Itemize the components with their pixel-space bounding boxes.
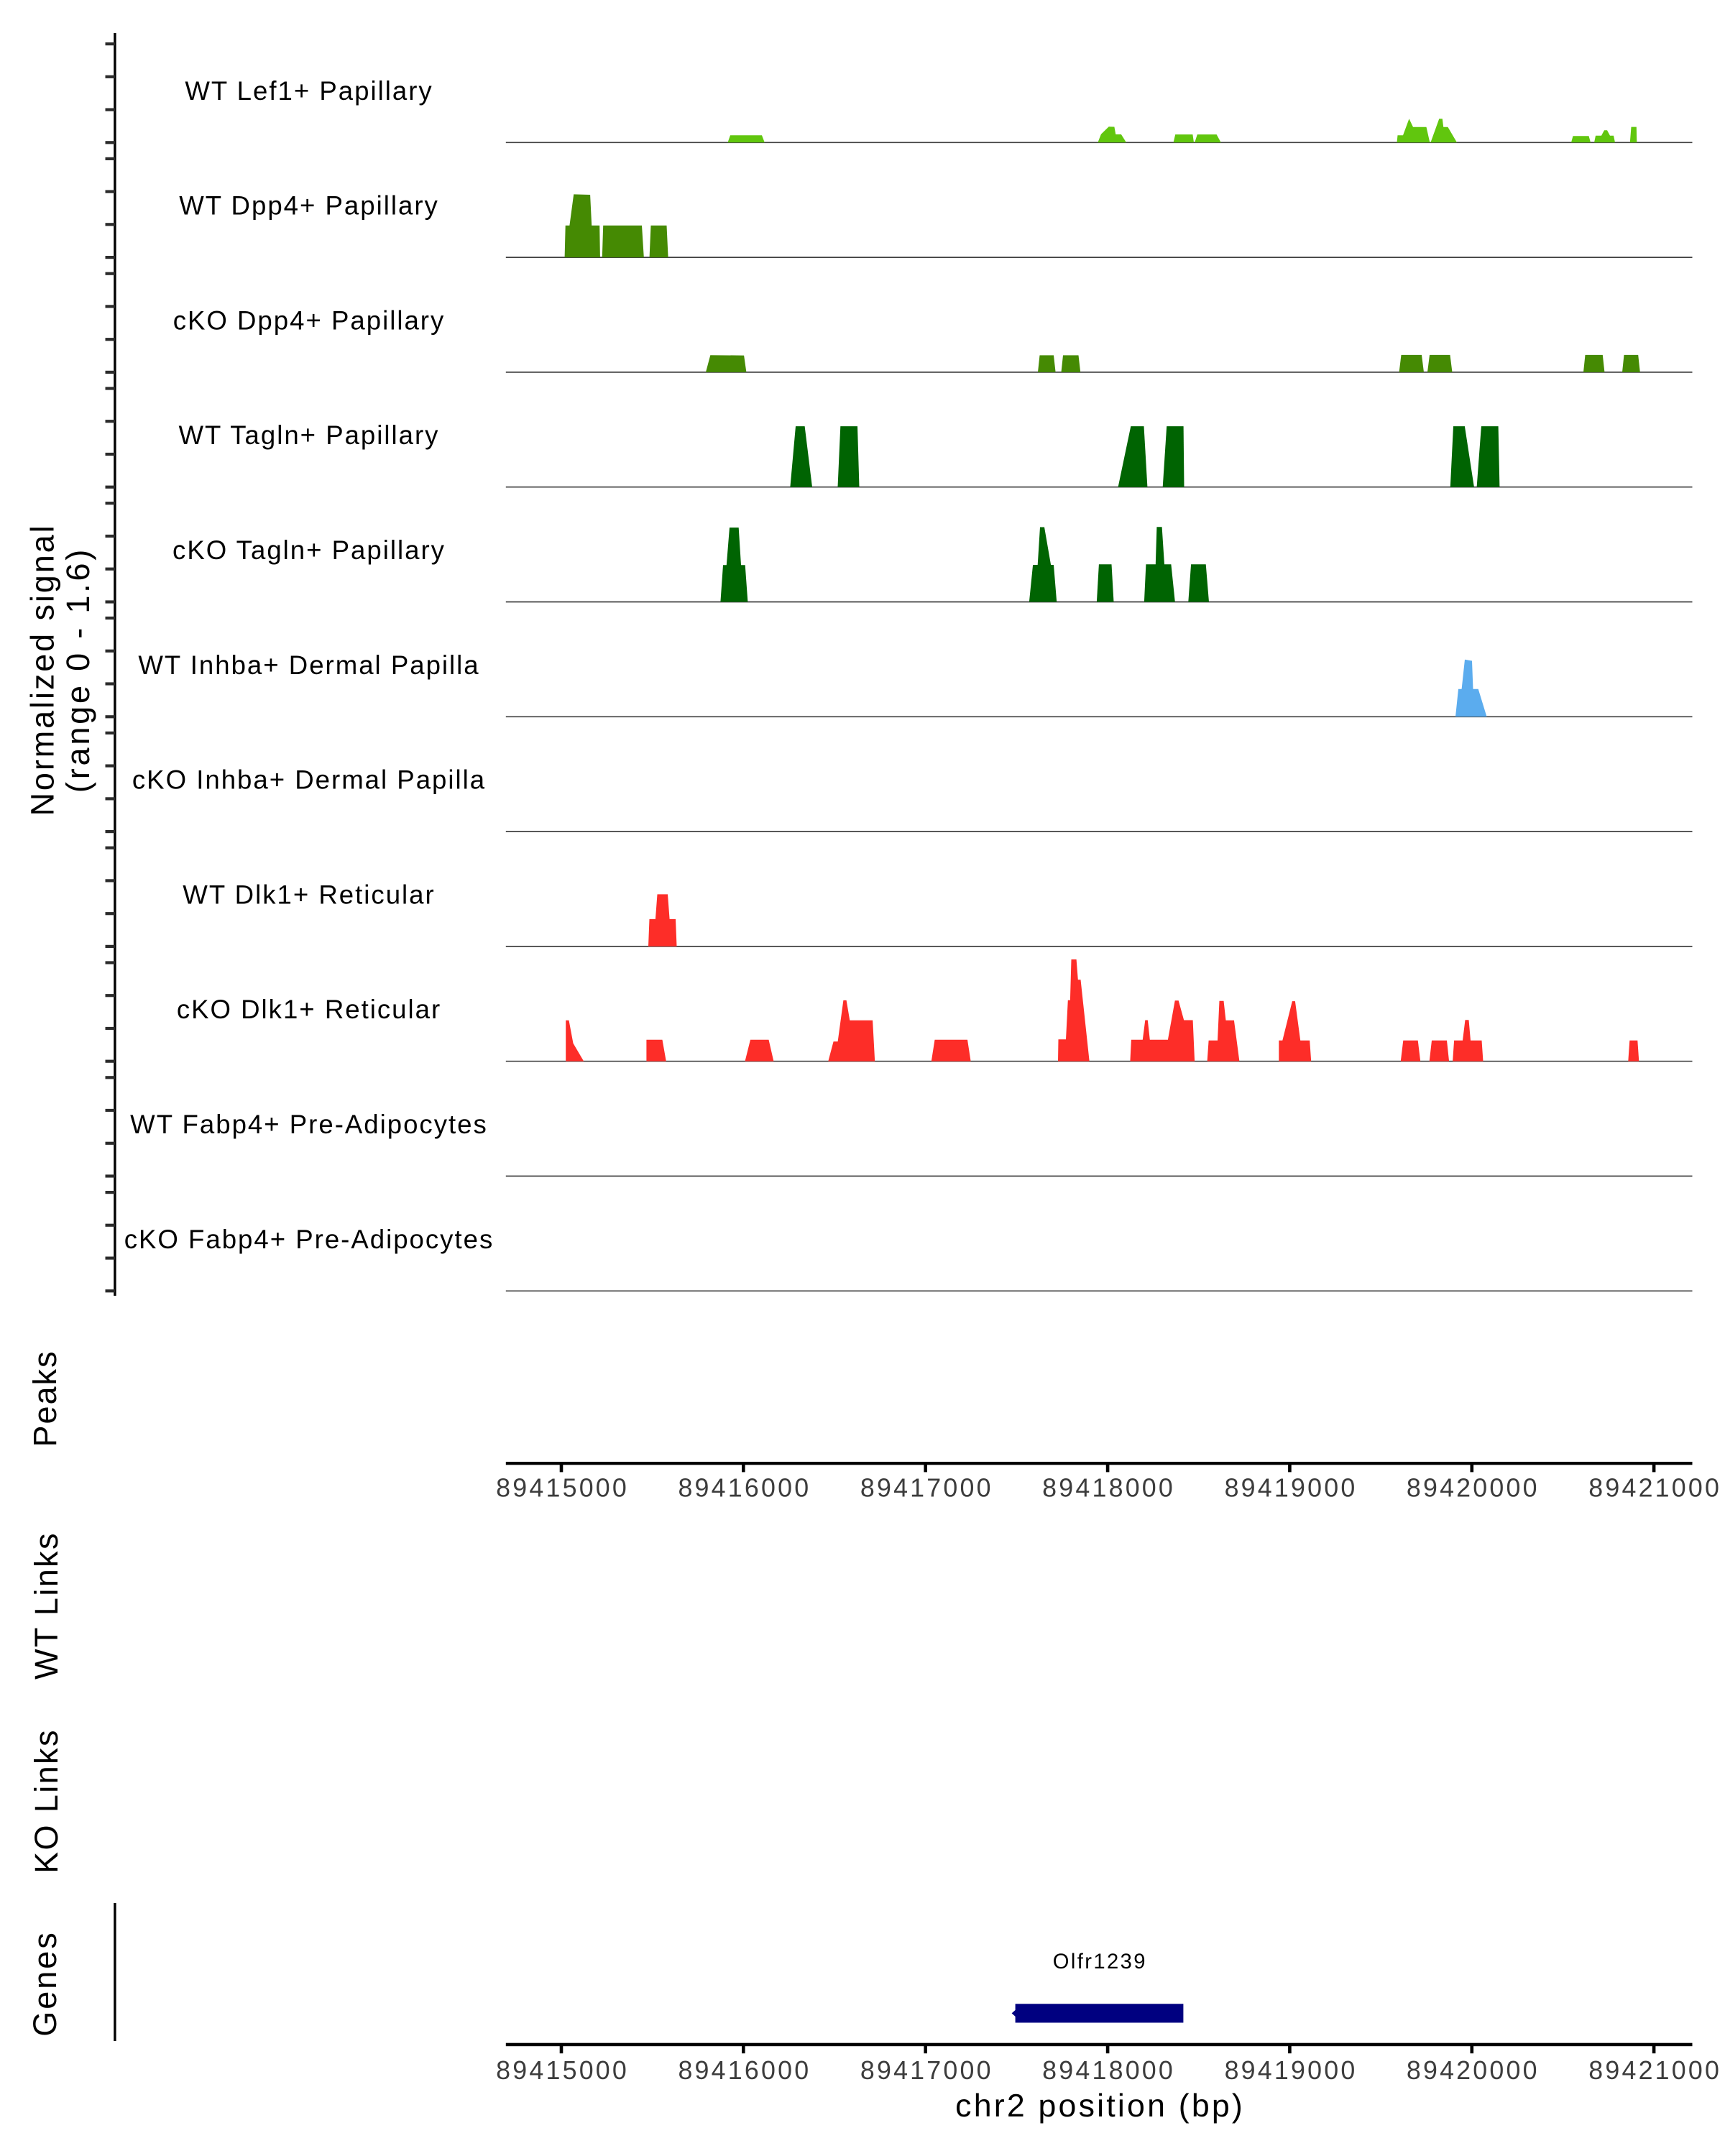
svg-text:89419000: 89419000	[1225, 2056, 1358, 2085]
svg-text:89417000: 89417000	[860, 2056, 993, 2085]
svg-text:89416000: 89416000	[678, 2056, 811, 2085]
svg-text:(range 0 - 1.6): (range 0 - 1.6)	[60, 547, 96, 793]
svg-text:Genes: Genes	[27, 1930, 63, 2037]
svg-text:WT Fabp4+ Pre-Adipocytes: WT Fabp4+ Pre-Adipocytes	[130, 1110, 488, 1139]
svg-text:WT Dlk1+ Reticular: WT Dlk1+ Reticular	[183, 880, 435, 909]
svg-text:WT Links: WT Links	[28, 1531, 65, 1680]
svg-text:chr2 position (bp): chr2 position (bp)	[955, 2088, 1245, 2124]
svg-text:cKO Tagln+ Papillary: cKO Tagln+ Papillary	[172, 535, 446, 565]
svg-text:WT Tagln+ Papillary: WT Tagln+ Papillary	[179, 420, 440, 450]
svg-text:Normalized signal: Normalized signal	[24, 524, 61, 816]
svg-text:cKO Dpp4+ Papillary: cKO Dpp4+ Papillary	[173, 305, 446, 335]
svg-text:89421000: 89421000	[1588, 2056, 1721, 2085]
svg-text:89418000: 89418000	[1042, 2056, 1175, 2085]
svg-text:89415000: 89415000	[496, 2056, 629, 2085]
svg-text:89419000: 89419000	[1225, 1474, 1358, 1503]
svg-text:cKO Dlk1+ Reticular: cKO Dlk1+ Reticular	[177, 995, 441, 1024]
svg-text:WT Inhba+ Dermal Papilla: WT Inhba+ Dermal Papilla	[138, 650, 479, 680]
svg-text:89420000: 89420000	[1407, 1474, 1540, 1503]
svg-text:KO Links: KO Links	[28, 1728, 65, 1874]
svg-text:89416000: 89416000	[678, 1474, 811, 1503]
svg-text:89420000: 89420000	[1407, 2056, 1540, 2085]
svg-text:Olfr1239: Olfr1239	[1053, 1950, 1147, 1973]
svg-text:cKO Fabp4+ Pre-Adipocytes: cKO Fabp4+ Pre-Adipocytes	[124, 1225, 494, 1254]
svg-text:WT Dpp4+ Papillary: WT Dpp4+ Papillary	[179, 191, 439, 221]
svg-text:Peaks: Peaks	[27, 1350, 63, 1447]
svg-text:WT Lef1+ Papillary: WT Lef1+ Papillary	[185, 76, 433, 106]
svg-text:cKO Inhba+ Dermal Papilla: cKO Inhba+ Dermal Papilla	[132, 765, 486, 795]
svg-text:89415000: 89415000	[496, 1474, 629, 1503]
svg-text:89418000: 89418000	[1042, 1474, 1175, 1503]
svg-text:89421000: 89421000	[1588, 1474, 1721, 1503]
svg-text:89417000: 89417000	[860, 1474, 993, 1503]
